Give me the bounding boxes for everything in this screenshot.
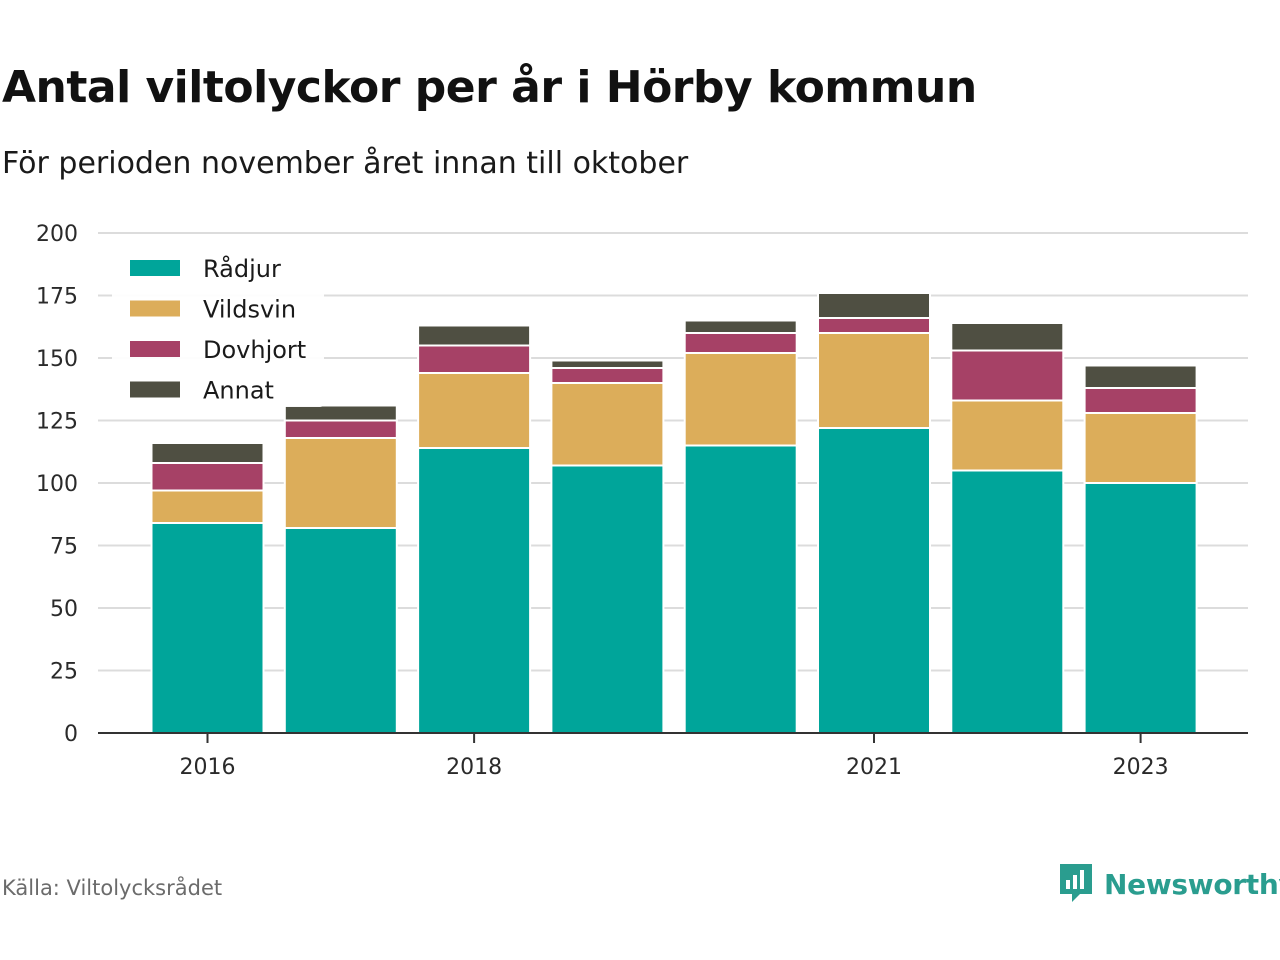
bar-segment-rådjur-2021 (817, 427, 931, 734)
bar-segment-annat-2016 (150, 442, 265, 464)
y-tick-label: 100 (36, 472, 78, 497)
bar-segment-vildsvin-2020 (683, 352, 798, 447)
newsworthy-logo-icon (1060, 864, 1092, 902)
legend-label: Rådjur (203, 254, 281, 283)
brand-name: Newsworthy (1104, 867, 1280, 901)
bar-layer (150, 292, 1198, 734)
legend: Rådjur Vildsvin Dovhjort Annat (112, 247, 324, 407)
bar-segment-dovhjort-2021 (817, 317, 931, 334)
bar-segment-vildsvin-2019 (550, 382, 665, 467)
bar-segment-rådjur-2018 (417, 447, 532, 734)
axis-layer: 0 25 50 75 100 125 150 175 200 2016 2018 2021 2023 (36, 222, 1248, 780)
legend-label: Annat (203, 377, 274, 405)
y-tick-label: 50 (50, 597, 78, 622)
bar-segment-rådjur-2020 (683, 444, 798, 734)
bar-segment-dovhjort-2016 (150, 462, 265, 492)
y-tick-label: 150 (36, 347, 78, 372)
legend-swatch (130, 300, 180, 317)
y-tick-label: 200 (36, 222, 78, 247)
brand-logo: Newsworthy (1058, 862, 1280, 906)
x-tick-label: 2018 (446, 755, 502, 780)
bar-segment-vildsvin-2016 (150, 489, 265, 524)
bar-segment-dovhjort-2020 (683, 332, 798, 354)
legend-swatch (130, 381, 180, 398)
y-tick-label: 25 (50, 660, 78, 685)
bar-segment-vildsvin-2023 (1083, 412, 1198, 484)
bar-segment-vildsvin-2017 (283, 437, 398, 529)
legend-label: Vildsvin (203, 296, 296, 324)
source-note: Källa: Viltolycksrådet (2, 876, 223, 900)
y-tick-label: 75 (50, 535, 78, 560)
bar-segment-dovhjort-2023 (1083, 387, 1198, 414)
x-tick-label: 2021 (846, 755, 902, 780)
bar-segment-annat-2022 (950, 322, 1065, 352)
bar-segment-dovhjort-2017 (283, 419, 398, 439)
bar-segment-annat-2019 (550, 359, 665, 369)
bar-segment-rådjur-2016 (150, 522, 265, 734)
bar-segment-annat-2020 (683, 319, 798, 334)
bar-segment-vildsvin-2018 (417, 372, 532, 449)
bar-segment-annat-2021 (817, 292, 931, 319)
bar-segment-dovhjort-2018 (417, 344, 532, 374)
bar-segment-annat-2023 (1083, 364, 1198, 389)
chart-title: Antal viltolyckor per år i Hörby kommun (2, 62, 977, 113)
legend-swatch (130, 260, 180, 276)
bar-segment-vildsvin-2021 (817, 332, 931, 429)
bar-segment-annat-2017 (283, 404, 398, 422)
y-tick-label: 175 (36, 285, 78, 310)
bar-segment-rådjur-2017 (283, 527, 398, 734)
legend-label: Dovhjort (203, 336, 306, 364)
bar-segment-dovhjort-2022 (950, 349, 1065, 402)
bar-segment-rådjur-2019 (550, 464, 665, 734)
bar-segment-rådjur-2023 (1083, 482, 1198, 734)
y-tick-label: 125 (36, 410, 78, 435)
x-tick-label: 2016 (180, 755, 236, 780)
bar-segment-vildsvin-2022 (950, 399, 1065, 472)
stacked-bar-chart: 0 25 50 75 100 125 150 175 200 2016 2018 2021 2023 R… (36, 222, 1248, 780)
bar-segment-dovhjort-2019 (550, 367, 665, 384)
bar-segment-annat-2018 (417, 324, 532, 347)
legend-background (112, 247, 324, 407)
x-tick-label: 2023 (1113, 755, 1169, 780)
legend-swatch (130, 341, 180, 357)
y-tick-label: 0 (64, 722, 78, 747)
bar-segment-rådjur-2022 (950, 469, 1065, 734)
chart-subtitle: För perioden november året innan till ok… (2, 146, 689, 181)
